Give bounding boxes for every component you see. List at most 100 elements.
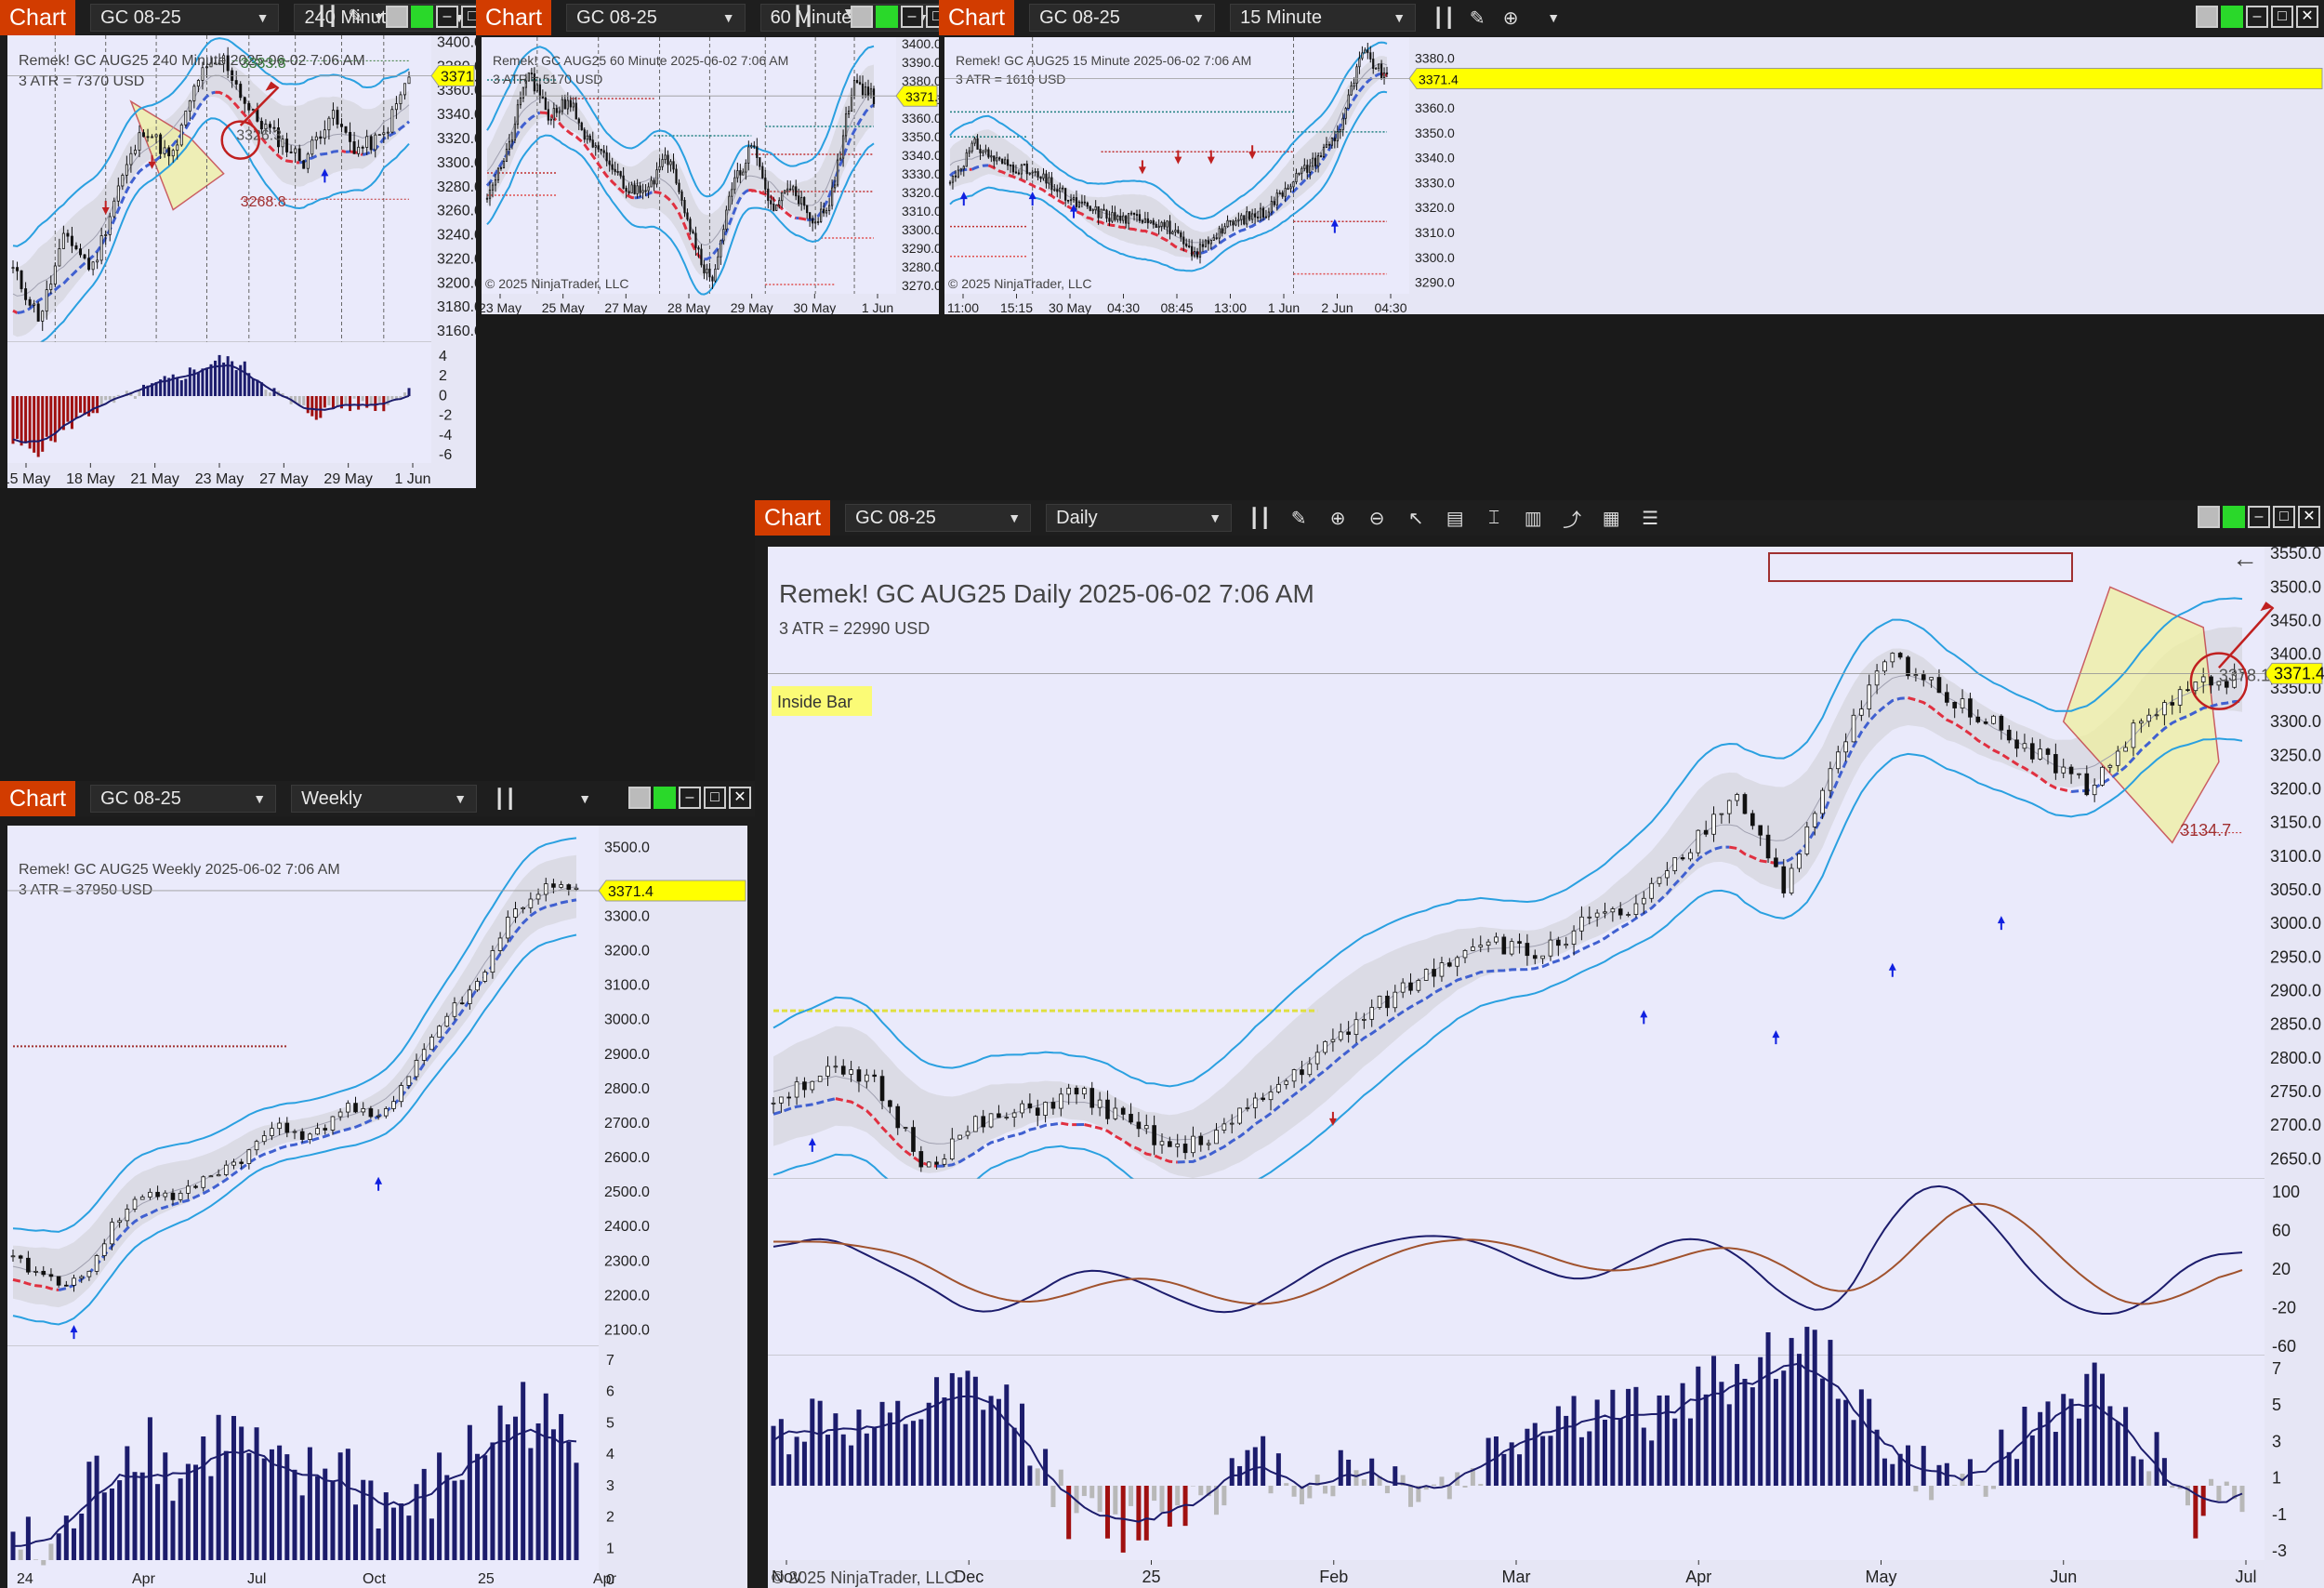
candle-body — [555, 108, 558, 113]
pencil-icon[interactable]: ✎ — [1469, 7, 1486, 29]
chart-legend: Remek! GC AUG25 15 Minute 2025-06-02 7:0… — [956, 53, 1251, 68]
minimize-button[interactable]: – — [901, 6, 923, 28]
interval-selector[interactable]: Daily ▼ — [1046, 504, 1233, 532]
strategies-icon[interactable]: ▥ — [1524, 508, 1542, 529]
link-button[interactable] — [386, 6, 408, 28]
zoom-in-icon[interactable]: ⊕ — [1329, 508, 1346, 529]
histogram-bar — [2092, 1362, 2097, 1486]
pencil-icon[interactable]: ✎ — [348, 7, 363, 27]
histogram-bar — [251, 378, 255, 396]
chart-240min[interactable]: 3400.03380.03360.03340.03320.03300.03280… — [7, 35, 476, 488]
instrument-selector[interactable]: GC 08-25 ▼ — [845, 504, 1032, 532]
candle-body — [1291, 1069, 1297, 1082]
status-button[interactable] — [654, 787, 676, 809]
candle-body — [778, 200, 781, 205]
maximize-button[interactable]: □ — [2271, 6, 2293, 28]
close-button[interactable]: ✕ — [729, 787, 751, 809]
candle-body — [1929, 677, 1934, 681]
zoom-out-icon[interactable]: ⊖ — [1368, 508, 1385, 529]
chart-menu-button[interactable]: Chart — [939, 0, 1015, 35]
trend-line — [1199, 73, 1382, 255]
histogram-bar — [336, 396, 339, 406]
candle-body — [630, 184, 633, 194]
y-tick-label: 3150.0 — [2270, 814, 2321, 832]
minimize-button[interactable]: – — [436, 6, 458, 28]
candle-body — [1108, 218, 1111, 222]
status-button[interactable] — [2221, 6, 2243, 28]
trend-line — [807, 103, 875, 221]
candle-body — [1083, 201, 1086, 204]
link-button[interactable] — [2196, 6, 2218, 28]
candle-body — [482, 972, 488, 982]
x-tick-label: Feb — [1319, 1568, 1348, 1586]
chart-daily[interactable]: 3550.03500.03450.03400.03350.03300.03250… — [768, 547, 2324, 1588]
indicators-icon[interactable]: ⌶ — [1488, 507, 1500, 528]
status-button[interactable] — [411, 6, 433, 28]
bar-chart-icon[interactable]: ┃┃ — [1433, 7, 1456, 29]
instrument-selector[interactable]: GC 08-25 ▼ — [90, 4, 280, 32]
bar-chart-icon[interactable]: ┃┃ — [316, 7, 339, 27]
y-tick-label: 3300.0 — [437, 155, 476, 171]
chart-weekly[interactable]: 3500.0 3300.0 3200.0 3100.0 3000.0 2900.0 2800… — [7, 826, 747, 1588]
bar-chart-icon[interactable]: ┃┃ — [792, 7, 815, 27]
minimize-button[interactable]: – — [2248, 506, 2270, 528]
list-icon[interactable]: ☰ — [1642, 508, 1659, 529]
copyright: © 2025 NinjaTrader, LLC — [948, 276, 1092, 291]
chart-menu-button[interactable]: Chart — [476, 0, 552, 35]
candle-body — [605, 152, 608, 162]
histogram-bar — [1929, 1486, 1934, 1501]
close-button[interactable]: ✕ — [2298, 506, 2320, 528]
chart-menu-button[interactable]: Chart — [0, 781, 76, 816]
status-button[interactable] — [2223, 506, 2245, 528]
candle-body — [33, 1270, 38, 1273]
chart-15min[interactable]: 3380.0 3360.0 3350.0 3340.0 3330.0 3320.0 3310… — [944, 37, 2324, 314]
data-box-icon[interactable]: ▤ — [1446, 508, 1464, 529]
y-tick-label: 3250.0 — [2270, 746, 2321, 764]
chart-60min[interactable]: 3400.03390.03380.03370.03360.03350.03340… — [482, 37, 939, 314]
histogram-bar — [390, 396, 394, 400]
x-tick-label: Jul — [247, 1571, 266, 1587]
candle-body — [549, 118, 552, 121]
properties-icon[interactable]: ▦ — [1602, 508, 1620, 529]
histogram-bar — [86, 1462, 92, 1560]
candle-body — [1125, 215, 1128, 224]
bar-chart-icon[interactable]: ┃┃ — [494, 788, 517, 810]
link-button[interactable] — [851, 6, 873, 28]
interval-selector[interactable]: 15 Minute ▼ — [1230, 4, 1417, 32]
histogram-bar — [25, 1516, 31, 1560]
histogram-bar — [1089, 1486, 1095, 1499]
pointer-icon[interactable]: ↖ — [1407, 508, 1424, 529]
bar-chart-icon[interactable]: ┃┃ — [1248, 508, 1272, 529]
instrument-selector[interactable]: GC 08-25 ▼ — [566, 4, 746, 32]
minimize-button[interactable]: – — [679, 787, 701, 809]
instrument-selector[interactable]: GC 08-25 ▼ — [1029, 4, 1216, 32]
maximize-button[interactable]: □ — [704, 787, 726, 809]
interval-selector[interactable]: Weekly ▼ — [291, 785, 478, 813]
histogram-bar — [201, 368, 205, 396]
chevron-down-icon[interactable]: ▼ — [578, 791, 592, 806]
window-buttons-daily: – □ ✕ — [2198, 506, 2320, 528]
chart-trader-icon[interactable]: ⤴ — [1563, 509, 1582, 531]
zoom-in-icon[interactable]: ⊕ — [1502, 7, 1519, 29]
candle-body — [761, 165, 764, 179]
minimize-button[interactable]: – — [2246, 6, 2268, 28]
chevron-down-icon[interactable]: ▼ — [372, 8, 386, 24]
chart-menu-button[interactable]: Chart — [0, 0, 76, 35]
chevron-down-icon[interactable]: ▼ — [1547, 10, 1561, 25]
candle-body — [497, 937, 503, 951]
chart-menu-button[interactable]: Chart — [755, 500, 831, 536]
link-button[interactable] — [2198, 506, 2220, 528]
close-button[interactable]: ✕ — [2296, 6, 2318, 28]
instrument-selector[interactable]: GC 08-25 ▼ — [90, 785, 277, 813]
maximize-button[interactable]: □ — [2273, 506, 2295, 528]
status-button[interactable] — [876, 6, 898, 28]
x-tick-label: 1 Jun — [1268, 300, 1300, 314]
histogram-bar — [1478, 1484, 1484, 1486]
candle-body — [314, 136, 318, 141]
link-button[interactable] — [628, 787, 651, 809]
pencil-icon[interactable]: ✎ — [1290, 508, 1307, 529]
candle-body — [337, 1111, 343, 1118]
candle-body — [852, 80, 856, 97]
candle-body — [243, 97, 246, 104]
histogram-bar — [1750, 1387, 1755, 1486]
